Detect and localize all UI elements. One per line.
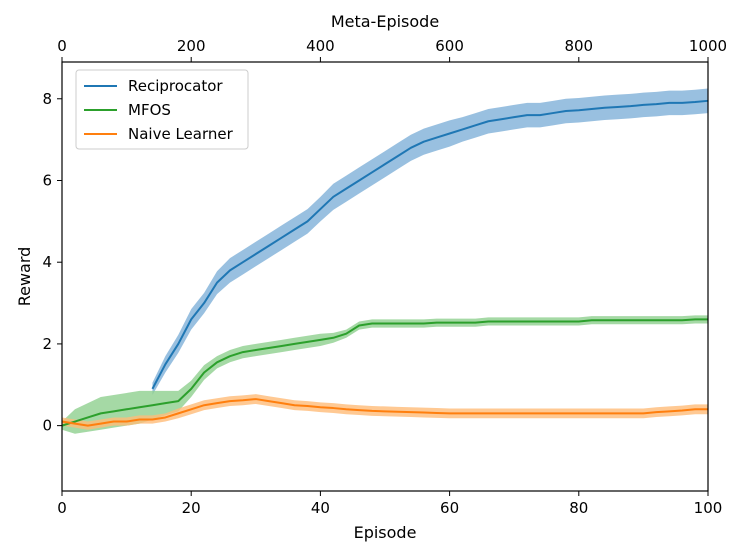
x-tick-label: 0: [57, 499, 67, 517]
x-tick-label: 20: [182, 499, 201, 517]
series-lines: [61, 99, 709, 427]
top-x-tick-label: 400: [306, 37, 335, 55]
top-x-tick-label: 1000: [689, 37, 727, 55]
legend-label-reciprocator: Reciprocator: [128, 77, 223, 95]
y-axis-title: Reward: [15, 247, 34, 307]
y-tick-label: 4: [42, 253, 52, 271]
y-tick-label: 8: [42, 90, 52, 108]
x-tick-label: 80: [569, 499, 588, 517]
top-x-tick-label: 600: [435, 37, 464, 55]
legend-label-naive-learner: Naive Learner: [128, 125, 234, 143]
line-reciprocator: [151, 99, 709, 390]
x-tick-label: 60: [440, 499, 459, 517]
line-naive-learner: [61, 398, 708, 427]
x-tick-label: 100: [694, 499, 723, 517]
x-axis-title: Episode: [354, 523, 417, 542]
y-tick-label: 2: [42, 335, 52, 353]
top-x-tick-label: 800: [564, 37, 593, 55]
y-tick-label: 0: [42, 417, 52, 435]
top-x-tick-label: 0: [57, 37, 67, 55]
legend: Reciprocator MFOS Naive Learner: [75, 69, 249, 150]
y-tick-label: 6: [42, 171, 52, 189]
legend-label-mfos: MFOS: [128, 101, 171, 119]
x-tick-label: 40: [311, 499, 330, 517]
legend-box: [75, 69, 249, 150]
band-reciprocator: [152, 88, 708, 395]
top-x-axis-title: Meta-Episode: [331, 12, 439, 31]
plot-frame: [61, 61, 709, 492]
top-x-tick-label: 200: [177, 37, 206, 55]
line-mfos: [61, 318, 708, 427]
